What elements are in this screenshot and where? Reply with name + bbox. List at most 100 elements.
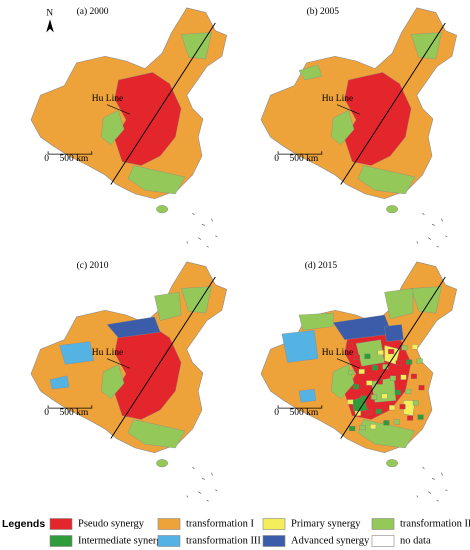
region [410,373,417,379]
north-arrow [46,19,54,33]
region [399,404,406,410]
panel-title: (a) 2000 [77,6,109,17]
region [347,399,354,405]
region [298,388,317,403]
label-arrow [106,104,130,115]
region [298,312,334,331]
region [366,380,373,386]
hu-line-label: Hu Line [322,94,353,104]
south-sea-islands [186,212,218,248]
region [412,400,419,406]
region [406,359,413,365]
region [127,419,186,449]
region [375,408,382,414]
region [353,354,360,360]
region [359,425,366,431]
region [127,165,186,195]
hu-line-label: Hu Line [322,348,353,358]
legend-label: transformation II [400,518,470,529]
region [389,405,396,411]
region [388,349,395,355]
legend-label: Pseudo synergy [78,518,145,529]
region [377,350,384,356]
region [106,316,161,339]
region [354,410,361,416]
region [410,32,442,60]
legend-title: Legends [2,518,45,530]
region [381,393,388,399]
region [49,375,70,390]
legend-swatch [157,535,181,547]
scale-label: 500 km [60,154,89,164]
region [416,358,423,364]
label-arrow [336,104,360,115]
region [371,394,378,400]
island [156,205,169,214]
hu-line-label: Hu Line [92,94,123,104]
region [390,375,397,381]
legend-swatch [371,518,395,530]
south-sea-islands [416,466,448,502]
panel-title: (d) 2015 [305,260,338,271]
legend-label: transformation III [186,535,261,546]
scale-bar [47,405,93,409]
scale-bar [47,151,93,155]
map-panel: Hu Line (d) 2015 0 500 km [260,260,458,502]
region [393,419,400,425]
panel-title: (c) 2010 [77,260,109,271]
region [384,288,414,320]
label-arrow [106,358,130,369]
region [114,72,182,166]
region [114,326,182,420]
legend-label: transformation I [186,518,254,529]
region [59,341,94,365]
region [418,385,425,391]
region [349,426,356,432]
scale-zero: 0 [44,154,49,164]
legend-swatch [262,518,286,530]
scale-label: 500 km [60,408,89,418]
legend-swatch [157,518,181,530]
scale-zero: 0 [274,154,279,164]
region [383,420,390,426]
region [370,424,377,430]
scale-bar [277,151,323,155]
region [281,329,319,363]
region [394,389,401,395]
region [101,364,125,399]
scale-zero: 0 [274,408,279,418]
hu-line [110,22,216,185]
map-panel: Hu Line (a) 2000 0 500 km N [30,6,228,248]
map-panel: Hu Line (c) 2010 0 500 km [30,260,228,502]
region [358,369,365,375]
legend-swatch [49,518,73,530]
legend-label: Primary synergy [291,518,361,529]
hu-line [340,276,446,439]
scale-label: 500 km [290,154,319,164]
legend-swatch [371,535,395,547]
south-sea-islands [186,466,218,502]
region [298,64,323,81]
legend-label: Advanced synergy [291,535,370,546]
region [331,110,355,145]
hu-line [110,276,216,439]
scale-zero: 0 [44,408,49,418]
region [180,286,212,314]
region [344,72,412,166]
legend-swatch [262,535,286,547]
south-sea-islands [416,212,448,248]
region [348,369,355,375]
region [364,353,371,359]
region [180,32,212,60]
region [346,343,353,349]
label-arrow [336,358,360,369]
island [386,205,399,214]
legend-swatch [49,535,73,547]
region [101,110,125,145]
island [386,459,399,468]
region [410,286,442,314]
region [365,409,372,415]
map-panel: Hu Line (b) 2005 0 500 km [260,6,458,248]
north-label: N [46,9,53,19]
